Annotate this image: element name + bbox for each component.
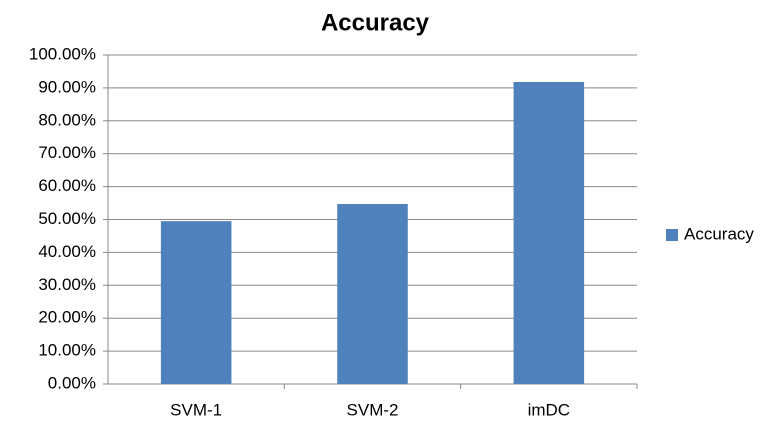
y-tick-label: 80.00% bbox=[38, 110, 96, 129]
y-tick-label: 0.00% bbox=[48, 373, 96, 392]
y-tick-label: 100.00% bbox=[29, 44, 96, 63]
legend-label: Accuracy bbox=[684, 224, 754, 243]
y-tick-label: 40.00% bbox=[38, 242, 96, 261]
chart-title: Accuracy bbox=[321, 9, 430, 36]
y-tick-label: 50.00% bbox=[38, 209, 96, 228]
y-tick-label: 30.00% bbox=[38, 275, 96, 294]
y-tick-label: 20.00% bbox=[38, 308, 96, 327]
y-tick-label: 60.00% bbox=[38, 176, 96, 195]
x-tick-label: SVM-2 bbox=[347, 400, 399, 419]
bar bbox=[513, 81, 585, 384]
legend-swatch bbox=[666, 229, 678, 241]
bar bbox=[337, 204, 408, 384]
x-tick-label: imDC bbox=[528, 400, 571, 419]
bar bbox=[160, 221, 232, 384]
x-tick-label: SVM-1 bbox=[170, 400, 222, 419]
y-tick-label: 10.00% bbox=[38, 341, 96, 360]
y-tick-label: 70.00% bbox=[38, 143, 96, 162]
y-tick-label: 90.00% bbox=[38, 77, 96, 96]
